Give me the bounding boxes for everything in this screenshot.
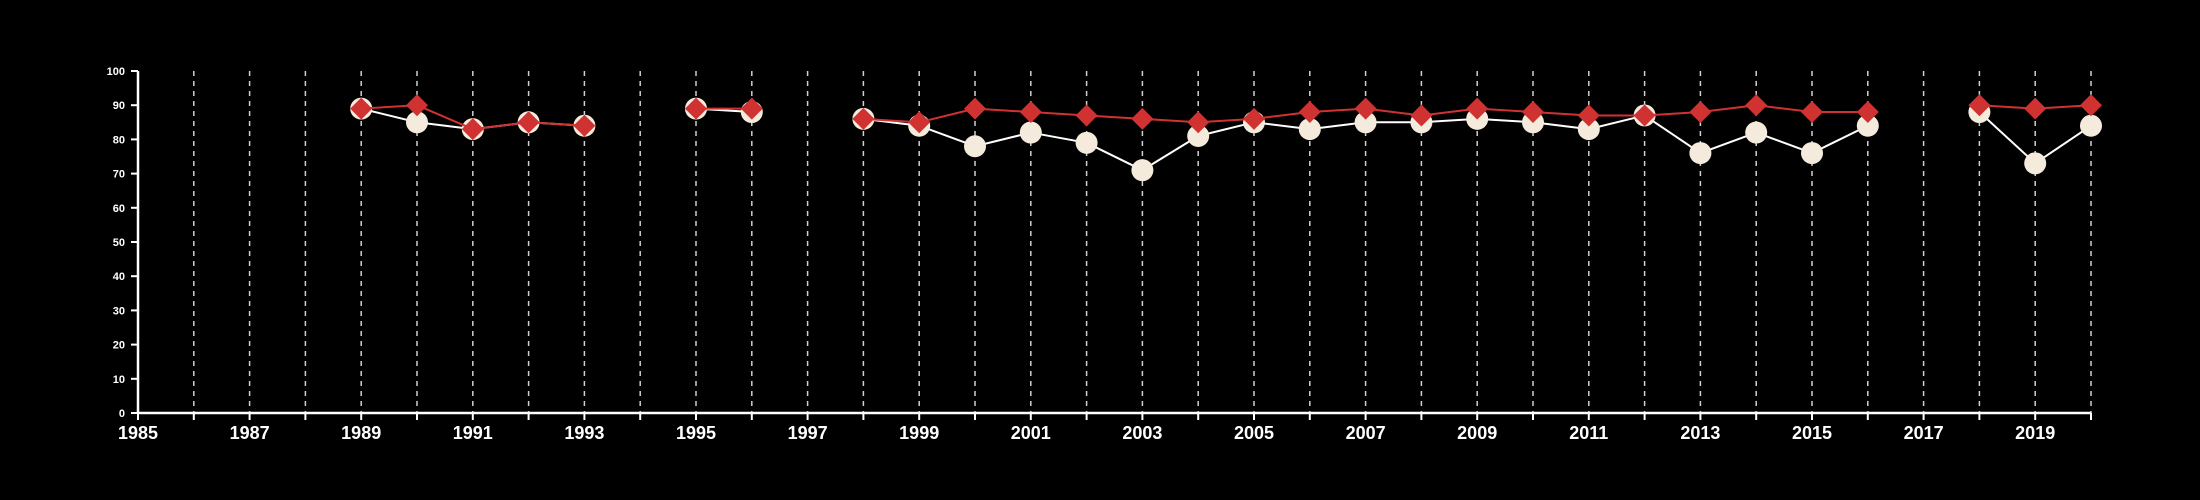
data-point-diamond xyxy=(1298,101,1321,124)
data-point-circle xyxy=(406,111,428,134)
data-point-diamond xyxy=(685,97,707,120)
data-point-circle xyxy=(1577,118,1600,141)
data-point-circle xyxy=(964,135,986,158)
x-tick-label: 2015 xyxy=(1792,423,1832,443)
data-point-diamond xyxy=(1243,107,1265,130)
x-tick-label: 2009 xyxy=(1457,423,1497,443)
series-line-segment xyxy=(2034,124,2092,165)
data-point-diamond xyxy=(852,107,875,130)
data-point-diamond xyxy=(573,114,596,137)
data-point-circle xyxy=(1019,121,1042,144)
data-point-diamond xyxy=(1745,94,1768,117)
series-line-segment xyxy=(918,107,976,124)
x-tick-label: 2005 xyxy=(1234,423,1274,443)
data-point-diamond xyxy=(1187,111,1210,134)
data-point-circle xyxy=(2024,152,2047,175)
data-point-circle xyxy=(1745,121,1768,144)
y-tick-label: 80 xyxy=(113,134,125,146)
data-point-diamond xyxy=(964,97,986,120)
data-point-circle xyxy=(1801,142,1823,165)
data-point-diamond xyxy=(1019,101,1042,124)
x-tick-label: 2017 xyxy=(1904,423,1944,443)
x-tick-label: 1993 xyxy=(564,423,604,443)
grid-lines xyxy=(193,71,2092,413)
y-tick-label: 100 xyxy=(107,66,125,78)
x-tick-label: 1987 xyxy=(230,423,270,443)
data-point-diamond xyxy=(1633,104,1656,127)
data-point-diamond xyxy=(1410,104,1433,127)
y-tick-label: 60 xyxy=(113,203,125,215)
x-tick-label: 1995 xyxy=(676,423,716,443)
x-tick-label: 1997 xyxy=(788,423,828,443)
data-point-diamond xyxy=(350,97,373,120)
data-point-circle xyxy=(1856,114,1879,137)
data-point-circle xyxy=(1298,118,1321,141)
x-tick-label: 1999 xyxy=(899,423,939,443)
data-point-diamond xyxy=(2024,97,2047,120)
x-tick-label: 2019 xyxy=(2015,423,2055,443)
series-2 xyxy=(350,94,2102,141)
data-point-circle xyxy=(1131,159,1154,182)
data-point-diamond xyxy=(1131,107,1154,130)
data-point-diamond xyxy=(1856,101,1879,124)
data-point-diamond xyxy=(517,111,540,134)
data-point-circle xyxy=(1354,111,1377,134)
x-tick-label: 2013 xyxy=(1680,423,1720,443)
data-point-diamond xyxy=(740,97,763,120)
y-tick-labels: 0 10 20 30 40 50 60 70 80 90 100 xyxy=(107,66,125,420)
x-tick-label: 2007 xyxy=(1346,423,1386,443)
data-point-circle xyxy=(2080,114,2102,137)
data-point-diamond xyxy=(1522,101,1544,124)
x-tick-label: 2003 xyxy=(1122,423,1162,443)
data-point-diamond xyxy=(1354,97,1377,120)
tick-marks xyxy=(131,70,2092,420)
data-point-diamond xyxy=(2080,94,2102,117)
series-line-segment xyxy=(1978,111,2036,165)
axes xyxy=(136,71,2091,415)
data-point-diamond xyxy=(908,111,931,134)
series-line-segment xyxy=(416,104,474,131)
x-tick-labels: 1985 1987 1989 1991 1993 1995 1997 1999 2001 2003… xyxy=(118,423,2055,443)
data-point-diamond xyxy=(1968,94,1991,117)
data-point-diamond xyxy=(1801,101,1823,124)
series-line-segment xyxy=(1644,114,1701,154)
y-tick-label: 90 xyxy=(113,100,125,112)
y-tick-label: 0 xyxy=(119,408,125,420)
data-point-circle xyxy=(1075,131,1098,154)
x-tick-label: 2001 xyxy=(1011,423,1051,443)
y-tick-label: 20 xyxy=(113,340,125,352)
x-tick-label: 1989 xyxy=(341,423,381,443)
x-tick-label: 1991 xyxy=(453,423,493,443)
y-tick-label: 30 xyxy=(113,305,125,317)
y-tick-label: 40 xyxy=(113,271,125,283)
data-point-circle xyxy=(1689,142,1712,165)
data-series xyxy=(350,94,2102,182)
y-tick-label: 70 xyxy=(113,169,125,181)
data-point-diamond xyxy=(1577,104,1600,127)
data-point-diamond xyxy=(406,94,428,117)
y-tick-label: 10 xyxy=(113,374,125,386)
data-point-diamond xyxy=(1466,97,1489,120)
data-point-diamond xyxy=(461,118,484,141)
series-1 xyxy=(350,97,2102,182)
data-point-diamond xyxy=(1689,101,1712,124)
y-tick-label: 50 xyxy=(113,237,125,249)
x-tick-label: 1985 xyxy=(118,423,158,443)
data-point-circle xyxy=(1187,124,1210,147)
x-tick-label: 2011 xyxy=(1569,423,1608,443)
data-point-diamond xyxy=(1075,104,1098,127)
